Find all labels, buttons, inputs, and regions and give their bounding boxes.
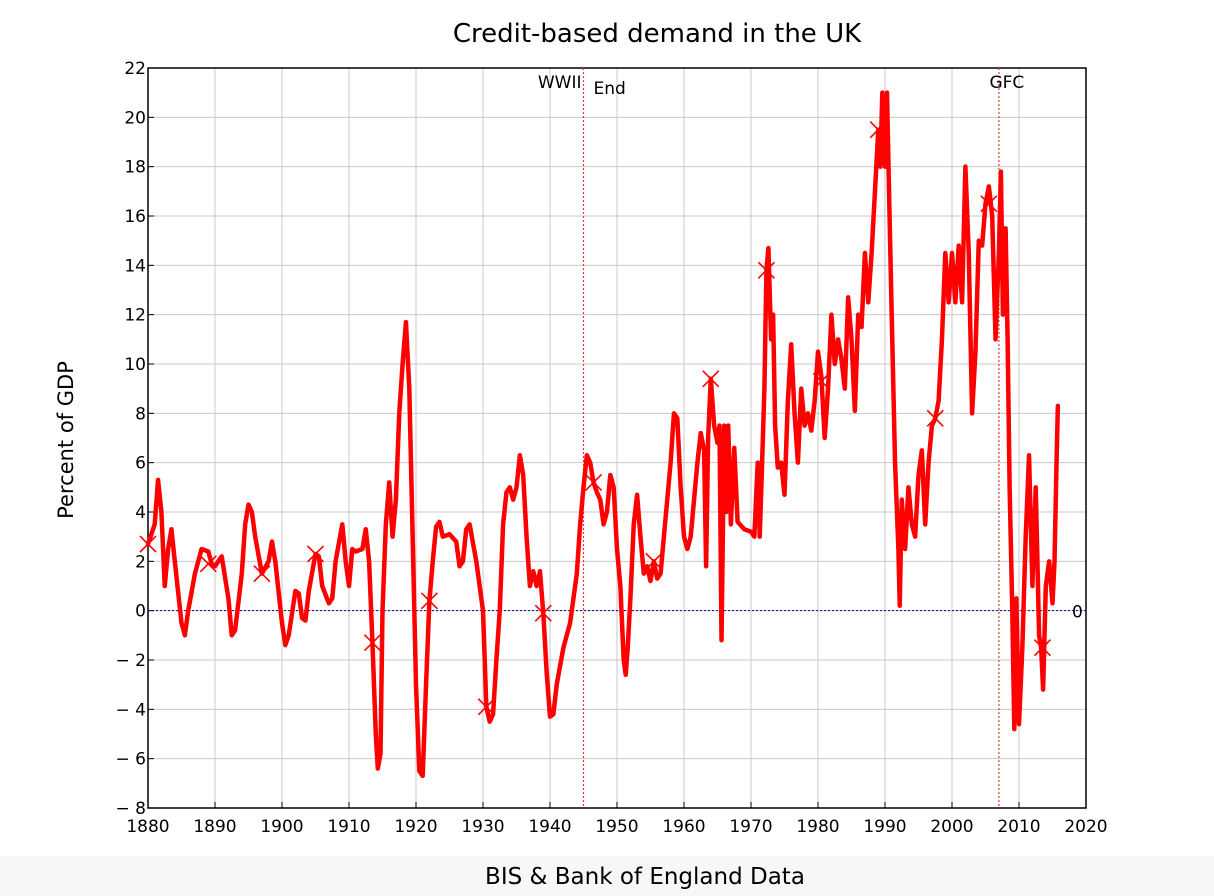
x-tick-label: 1910: [327, 817, 370, 837]
x-tick-label: 1970: [729, 817, 772, 837]
x-tick-label: 1890: [193, 817, 236, 837]
x-tick-label: 1940: [528, 817, 571, 837]
marker: [980, 195, 998, 213]
marker: [702, 370, 720, 388]
y-tick-label: 20: [124, 108, 146, 128]
marker: [139, 535, 157, 553]
y-tick-label: 6: [135, 454, 146, 474]
marker: [534, 604, 552, 622]
x-tick-label: 1960: [662, 817, 705, 837]
marker: [253, 565, 271, 583]
x-tick-label: 1880: [126, 817, 169, 837]
x-tick-label: 1920: [394, 817, 437, 837]
x-tick-label: 1900: [260, 817, 303, 837]
marker: [363, 634, 382, 652]
chart-title: Credit-based demand in the UK: [453, 19, 862, 49]
marker: [1033, 639, 1052, 657]
marker: [584, 473, 603, 491]
x-tick-label: 2020: [1064, 817, 1107, 837]
annotation: WWII: [538, 73, 582, 93]
x-tick-label: 1980: [796, 817, 839, 837]
annotation: End: [594, 79, 626, 99]
y-tick-label: 0: [135, 602, 146, 622]
marker: [757, 261, 775, 279]
marker: [306, 545, 325, 563]
y-tick-label: − 2: [116, 651, 146, 671]
plot-frame: [147, 67, 1087, 809]
y-tick-label: 2: [135, 552, 146, 572]
y-tick-label: 8: [135, 404, 146, 424]
annotation: GFC: [989, 73, 1024, 93]
x-tick-label: 2010: [997, 817, 1040, 837]
x-tick-label: 1950: [595, 817, 638, 837]
y-tick-label: 18: [124, 158, 146, 178]
y-axis-label: Percent of GDP: [54, 361, 78, 519]
x-tick-label: 1990: [863, 817, 906, 837]
y-tick-label: − 4: [116, 700, 146, 720]
marker: [477, 698, 495, 716]
y-tick-label: 10: [124, 355, 146, 375]
y-tick-label: 12: [124, 306, 146, 326]
y-tick-label: 16: [124, 207, 146, 227]
y-tick-label: − 6: [116, 750, 146, 770]
data-line: [145, 90, 1061, 779]
marker: [420, 592, 438, 610]
x-tick-label: 1930: [461, 817, 504, 837]
y-tick-label: − 8: [116, 799, 146, 819]
marker: [199, 555, 217, 573]
x-axis-label: BIS & Bank of England Data: [485, 864, 805, 890]
x-tick-label: 2000: [930, 817, 973, 837]
y-tick-label: 4: [135, 503, 146, 523]
footer-band: [0, 856, 1214, 896]
marker: [812, 372, 830, 390]
y-tick-label: 14: [124, 256, 146, 276]
zero-line-label: 0: [1072, 603, 1083, 623]
marker: [869, 121, 887, 139]
marker: [645, 552, 663, 570]
y-tick-label: 22: [124, 59, 146, 79]
marker: [926, 409, 944, 427]
